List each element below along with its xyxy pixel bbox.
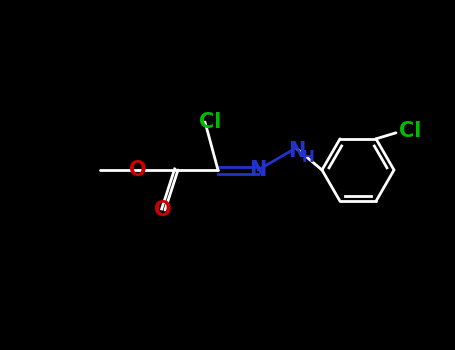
Text: Cl: Cl	[199, 112, 221, 132]
Text: Cl: Cl	[399, 121, 421, 141]
Text: H: H	[302, 150, 314, 166]
Text: O: O	[129, 160, 147, 180]
Text: N: N	[288, 141, 306, 161]
Text: N: N	[249, 160, 267, 180]
Text: O: O	[154, 200, 172, 220]
